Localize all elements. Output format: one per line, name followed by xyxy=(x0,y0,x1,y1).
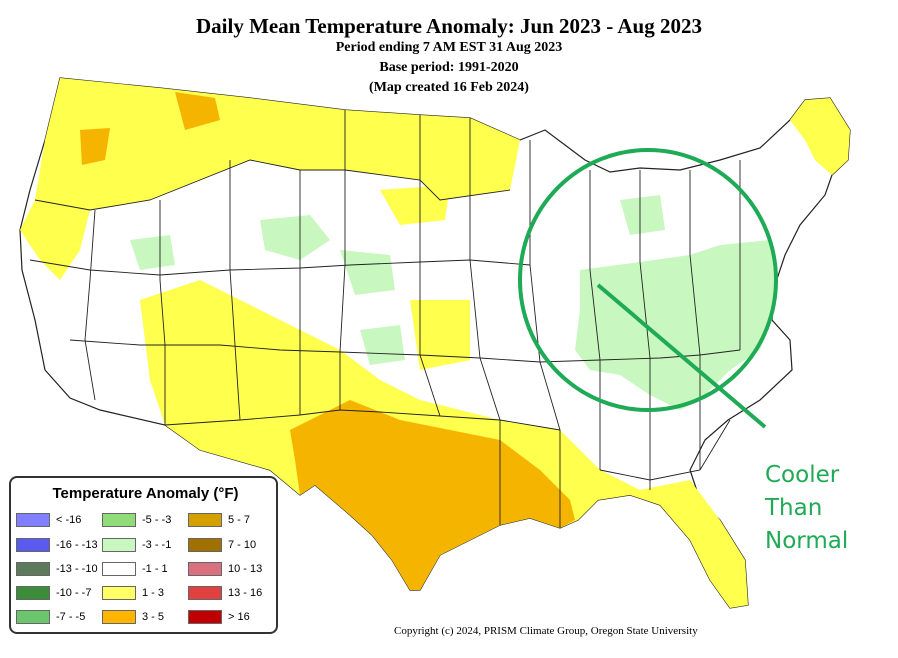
annotation-line: Cooler xyxy=(765,462,840,488)
cooler-region-highlight xyxy=(518,148,778,429)
annotation-line: Than xyxy=(765,495,823,521)
annotation-line: Normal xyxy=(765,528,849,554)
copyright-notice: Copyright (c) 2024, PRISM Climate Group,… xyxy=(394,625,698,637)
legend-label: -1 - 1 xyxy=(142,563,168,575)
legend-swatch xyxy=(102,610,136,624)
legend-label: -7 - -5 xyxy=(56,611,86,623)
legend-label: > 16 xyxy=(228,611,250,623)
legend-swatch xyxy=(102,513,136,527)
legend-label: -13 - -10 xyxy=(56,563,98,575)
legend-label: -5 - -3 xyxy=(142,514,172,526)
cool-anomaly-regions xyxy=(130,195,775,410)
legend-swatch xyxy=(188,538,222,552)
legend-swatch xyxy=(16,610,50,624)
hot-anomaly-regions xyxy=(80,92,575,590)
map-title: Daily Mean Temperature Anomaly: Jun 2023… xyxy=(196,14,702,38)
base-period-subtitle: Base period: 1991-2020 xyxy=(379,60,519,75)
legend: Temperature Anomaly (°F) < -16 -16 - -13 -… xyxy=(9,476,278,634)
legend-swatch xyxy=(102,562,136,576)
legend-label: 13 - 16 xyxy=(228,587,263,599)
legend-label: -16 - -13 xyxy=(56,539,98,551)
legend-label: 1 - 3 xyxy=(142,587,165,599)
legend-label: 10 - 13 xyxy=(228,563,263,575)
legend-label: -3 - -1 xyxy=(142,539,172,551)
legend-swatch xyxy=(16,538,50,552)
created-subtitle: (Map created 16 Feb 2024) xyxy=(369,80,529,95)
legend-swatch xyxy=(16,513,50,527)
period-subtitle: Period ending 7 AM EST 31 Aug 2023 xyxy=(335,40,563,55)
legend-label: 3 - 5 xyxy=(142,611,165,623)
legend-label: < -16 xyxy=(56,514,82,526)
state-boundaries xyxy=(29,110,741,528)
legend-label: 5 - 7 xyxy=(228,514,251,526)
legend-swatch xyxy=(188,562,222,576)
legend-swatch xyxy=(102,538,136,552)
legend-swatch xyxy=(102,586,136,600)
legend-label: 7 - 10 xyxy=(228,539,257,551)
legend-swatch xyxy=(188,513,222,527)
legend-title: Temperature Anomaly (°F) xyxy=(52,485,239,502)
legend-swatch xyxy=(188,586,222,600)
legend-swatch xyxy=(188,610,222,624)
cooler-than-normal-annotation: Cooler Than Normal xyxy=(765,459,848,558)
legend-swatch xyxy=(16,586,50,600)
legend-swatch xyxy=(16,562,50,576)
legend-label: -10 - -7 xyxy=(56,587,92,599)
